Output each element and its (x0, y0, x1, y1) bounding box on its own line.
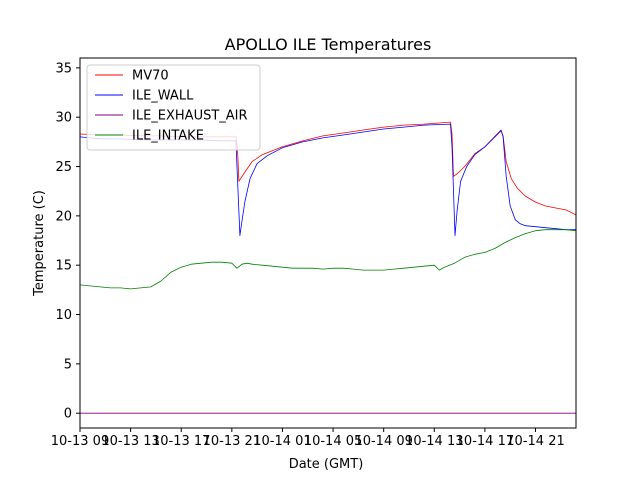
x-tick-label: 10-13 09 (51, 434, 109, 449)
chart-title: APOLLO ILE Temperatures (225, 35, 432, 54)
y-axis-label: Temperature (C) (32, 190, 47, 297)
y-tick-label: 0 (64, 407, 72, 422)
legend-label-ile-intake: ILE_INTAKE (132, 129, 204, 144)
y-tick-label: 10 (55, 308, 72, 323)
plot-frame (79, 57, 577, 429)
legend-label-ile-wall: ILE_WALL (132, 89, 194, 104)
x-axis-label: Date (GMT) (289, 457, 364, 472)
x-tick-label: 10-14 13 (405, 434, 463, 449)
y-tick-label: 35 (55, 61, 72, 76)
x-tick-label: 10-13 17 (152, 434, 210, 449)
y-axis-ticks: 0 5 10 15 20 25 30 35 (55, 61, 80, 422)
x-tick-label: 10-13 13 (101, 434, 159, 449)
x-tick-label: 10-14 05 (304, 434, 362, 449)
legend-box (86, 64, 261, 151)
y-tick-label: 25 (55, 160, 72, 175)
y-tick-label: 20 (55, 209, 72, 224)
y-tick-label: 15 (55, 259, 72, 274)
x-tick-label: 10-14 09 (354, 434, 412, 449)
legend-label-ile-exhaust-air: ILE_EXHAUST_AIR (132, 109, 248, 124)
series-line-ile-intake (80, 229, 576, 290)
legend: MV70 ILE_WALL ILE_EXHAUST_AIR ILE_INTAKE (86, 64, 261, 151)
x-tick-label: 10-14 21 (506, 434, 564, 449)
x-tick-label: 10-13 21 (203, 434, 261, 449)
y-tick-label: 5 (64, 357, 72, 372)
x-tick-label: 10-14 01 (253, 434, 311, 449)
x-tick-label: 10-14 17 (456, 434, 514, 449)
y-tick-label: 30 (55, 111, 72, 126)
legend-label-mv70: MV70 (132, 69, 169, 84)
